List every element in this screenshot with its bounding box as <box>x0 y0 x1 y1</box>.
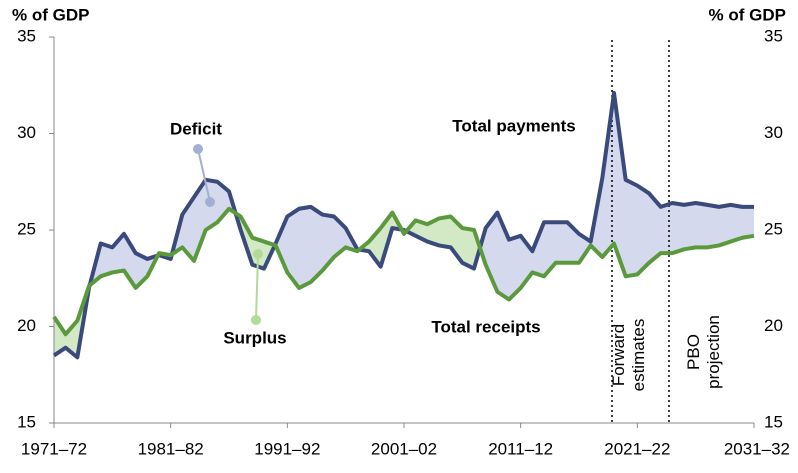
x-tick-label: 1971–72 <box>21 439 87 458</box>
x-tick-label: 2001–02 <box>371 439 437 458</box>
y2-axis-label: % of GDP <box>709 5 786 24</box>
deficit-label: Deficit <box>170 119 222 138</box>
fills <box>54 92 754 358</box>
annotation-word: projection <box>705 315 724 389</box>
y2-tick-label: 30 <box>764 123 783 142</box>
annotation-word: PBO <box>684 334 703 370</box>
y-tick-label: 20 <box>17 316 36 335</box>
x-tick-label: 2021–22 <box>604 439 670 458</box>
y2-tick-label: 15 <box>764 412 783 431</box>
annotation-word: estimates <box>630 319 649 392</box>
surplus-dot <box>253 249 263 259</box>
series-label: Total receipts <box>431 317 540 336</box>
surplus-dot <box>251 315 261 325</box>
y-tick-label: 25 <box>17 219 36 238</box>
y-tick-label: 35 <box>17 26 36 45</box>
x-tick-label: 1991–92 <box>254 439 320 458</box>
series-label: Total payments <box>452 116 575 135</box>
deficit-leader <box>197 148 211 203</box>
y-tick-label: 15 <box>17 412 36 431</box>
x-tick-label: 1981–82 <box>138 439 204 458</box>
y-axis-label: % of GDP <box>12 5 89 24</box>
y2-tick-label: 25 <box>764 219 783 238</box>
surplus-label: Surplus <box>223 328 286 347</box>
annotation: Forwardestimates <box>609 319 648 392</box>
x-tick-label: 2031–32 <box>724 439 790 458</box>
y2-tick-label: 35 <box>764 26 783 45</box>
x-tick-label: 2011–12 <box>488 439 553 458</box>
y-tick-label: 30 <box>17 123 36 142</box>
deficit-dot <box>193 144 203 154</box>
annotation-word: Forward <box>609 324 628 386</box>
annotation: PBOprojection <box>684 315 723 389</box>
y2-tick-label: 20 <box>764 316 783 335</box>
series-line <box>52 206 755 337</box>
deficit-dot <box>205 197 215 207</box>
surplus-leader <box>255 253 259 321</box>
deficit-area <box>54 92 754 335</box>
